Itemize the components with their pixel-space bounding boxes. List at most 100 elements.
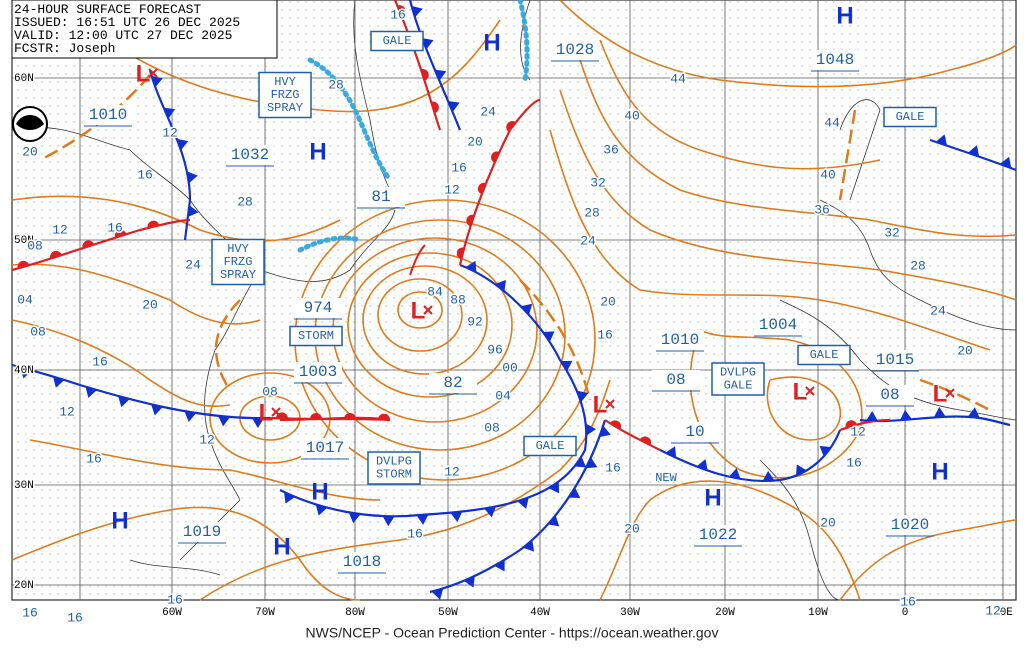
warm-front-semicircle xyxy=(506,121,516,132)
isobar-label: 36 xyxy=(603,142,619,157)
cold-front-triangle xyxy=(53,376,65,388)
warm-front-semicircle xyxy=(431,101,439,114)
cold-front-triangle xyxy=(431,588,444,600)
warning-text: DVLPG xyxy=(720,366,756,380)
isobar-label: 84 xyxy=(427,284,443,299)
low-cross xyxy=(271,407,281,417)
isobar-label: 12 xyxy=(850,424,866,439)
isobar-label: 24 xyxy=(480,104,496,119)
lat-label: 30N xyxy=(14,480,34,492)
central-pressure: 974 xyxy=(304,299,333,317)
cold-front-triangle xyxy=(819,445,832,457)
warm-front-semicircle xyxy=(609,420,622,430)
lon-label: 70W xyxy=(255,607,275,619)
noaa-logo xyxy=(12,106,48,142)
central-pressure: 10 xyxy=(685,423,704,441)
warning-box xyxy=(211,238,265,286)
warm-front-semicircle xyxy=(456,247,465,260)
lat-label: 20N xyxy=(14,580,34,592)
lon-label: 10E xyxy=(993,607,1013,619)
isobar-label: 08 xyxy=(30,324,46,339)
cold-front-triangle xyxy=(118,396,130,408)
note: NEW xyxy=(655,471,677,485)
isobar-label: 16 xyxy=(67,610,83,625)
cold-front-triangle xyxy=(463,576,475,588)
low-center: L xyxy=(411,297,426,324)
high-center: H xyxy=(111,507,128,534)
cold-front-triangle xyxy=(450,511,463,523)
warning-text: FRZG xyxy=(224,255,253,269)
cold-front-triangle xyxy=(568,487,581,498)
isobar-label: 92 xyxy=(467,314,483,329)
pressure-bg xyxy=(551,40,599,60)
central-pressure: 1017 xyxy=(306,439,344,457)
cold-front-triangle xyxy=(574,456,587,468)
warm-front-semicircle xyxy=(114,229,127,238)
isobar-label: 16 xyxy=(92,354,108,369)
lon-label: 60W xyxy=(162,607,182,619)
lon-label: 30W xyxy=(620,607,640,619)
pressure-bg xyxy=(294,362,342,382)
cold-front-triangle xyxy=(176,138,189,151)
low-cross xyxy=(148,68,158,78)
cold-front-triangle xyxy=(517,497,529,509)
cold-front-triangle xyxy=(495,279,506,292)
isobar-label: 24 xyxy=(580,233,596,248)
warning-text: SPRAY xyxy=(267,101,303,115)
isobar-label: 28 xyxy=(328,77,344,92)
cold-front-triangle xyxy=(933,407,946,418)
pressure-bg xyxy=(429,373,477,393)
warning-box xyxy=(367,451,421,485)
cold-front-triangle xyxy=(187,205,199,217)
low-center: L xyxy=(793,378,808,405)
isobar-label: 16 xyxy=(107,220,123,235)
lon-label: 20W xyxy=(715,607,735,619)
cold-front-triangle xyxy=(935,134,948,146)
warning-box xyxy=(289,325,343,347)
isobar-label: 16 xyxy=(22,605,38,620)
central-pressure: 1019 xyxy=(183,523,221,541)
warning-text: DVLPG xyxy=(376,455,412,469)
pressure-bg xyxy=(357,187,405,207)
isobar-label: 20 xyxy=(820,515,836,530)
isobar-label: 32 xyxy=(590,175,606,190)
header-line: VALID: 12:00 UTC 27 DEC 2025 xyxy=(14,28,232,43)
low-cross xyxy=(805,386,815,396)
cold-front-triangle xyxy=(411,5,423,18)
pressure-bg xyxy=(754,315,802,335)
footer: NWS/NCEP - Ocean Prediction Center - htt… xyxy=(306,625,719,641)
cold-front-triangle xyxy=(382,516,395,527)
pressure-bg xyxy=(652,370,700,390)
cold-front-triangle xyxy=(348,512,361,524)
ice-edge xyxy=(297,0,530,253)
cold-front-triangle xyxy=(523,540,535,552)
high-center: H xyxy=(273,533,290,560)
warning-text: STORM xyxy=(376,468,412,482)
warm-front-semicircle xyxy=(466,214,475,227)
cold-front-triangle xyxy=(967,407,980,418)
isobar-label: 96 xyxy=(487,342,503,357)
cold-front-triangle xyxy=(218,415,231,427)
central-pressure: 1015 xyxy=(876,351,914,369)
warning-text: GALE xyxy=(536,439,565,453)
isobar-label: 20 xyxy=(22,144,38,159)
central-pressure: 1028 xyxy=(556,41,594,59)
central-pressure: 1003 xyxy=(299,363,337,381)
low-center: L xyxy=(933,380,948,407)
isobar-label: 28 xyxy=(237,194,253,209)
isobar-label: 00 xyxy=(502,360,518,375)
central-pressure: 1020 xyxy=(891,516,929,534)
isobar-label: 08 xyxy=(484,420,500,435)
header-line: 24-HOUR SURFACE FORECAST xyxy=(14,2,201,17)
isobar-label: 88 xyxy=(450,292,466,307)
warning-text: GALE xyxy=(383,34,412,48)
isobar-label: 16 xyxy=(597,327,613,342)
cold-front-triangle xyxy=(484,506,496,518)
cold-front-triangle xyxy=(585,457,598,469)
central-pressure: 82 xyxy=(443,374,462,392)
isobar-label: 44 xyxy=(824,115,840,130)
central-pressure: 1048 xyxy=(816,51,854,69)
central-pressure: 08 xyxy=(666,371,685,389)
cold-front-triangle xyxy=(547,515,560,527)
